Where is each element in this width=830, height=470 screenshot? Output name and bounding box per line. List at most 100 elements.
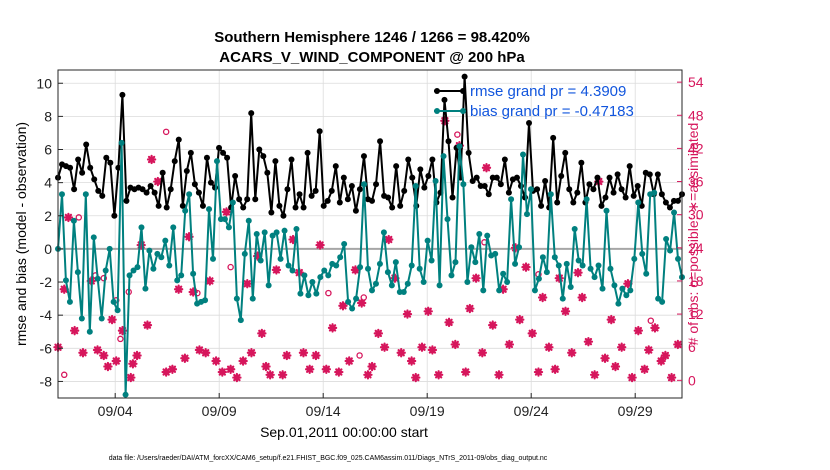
bias-point xyxy=(496,287,503,294)
obs-possible-marker xyxy=(162,128,170,136)
rmse-point xyxy=(336,199,343,206)
bias-point xyxy=(412,182,419,189)
rmse-point xyxy=(501,156,508,163)
rmse-point xyxy=(119,91,126,98)
rmse-point xyxy=(236,196,243,203)
y-right-tick-label: 0 xyxy=(688,372,696,388)
obs-assimilated-marker xyxy=(356,298,367,308)
obs-assimilated-marker xyxy=(132,350,142,361)
rmse-point xyxy=(348,182,355,189)
obs-assimilated-marker xyxy=(660,350,671,361)
obs-assimilated-marker xyxy=(334,367,344,377)
obs-assimilated-marker xyxy=(117,325,128,336)
obs-assimilated-marker xyxy=(78,348,88,358)
rmse-point xyxy=(67,164,74,171)
bias-point xyxy=(106,245,113,252)
bias-point xyxy=(464,279,471,286)
bias-point xyxy=(162,237,169,244)
bias-point xyxy=(134,264,141,271)
rmse-point xyxy=(505,189,512,196)
rmse-point xyxy=(155,202,162,209)
bias-point xyxy=(599,285,606,292)
bias-point xyxy=(257,257,264,264)
obs-assimilated-marker xyxy=(666,372,677,383)
rmse-point xyxy=(195,189,202,196)
bias-point xyxy=(253,231,260,237)
bias-point xyxy=(130,267,137,274)
x-axis-label: Sep.01,2011 00:00:00 start xyxy=(260,424,428,440)
bias-point xyxy=(297,290,304,297)
rmse-point xyxy=(320,202,327,209)
rmse-point xyxy=(296,191,303,198)
y-right-tick-label: 24 xyxy=(688,240,704,256)
obs-assimilated-marker xyxy=(477,348,488,358)
rmse-point xyxy=(256,146,263,153)
x-tick-label: 09/14 xyxy=(306,403,341,419)
bias-point xyxy=(539,254,546,261)
obs-assimilated-marker xyxy=(257,328,267,339)
obs-possible-marker xyxy=(60,371,68,379)
rmse-point xyxy=(244,196,251,203)
rmse-point xyxy=(634,182,641,189)
bias-point xyxy=(190,270,197,277)
obs-assimilated-marker xyxy=(142,320,153,330)
series-lines xyxy=(55,73,685,398)
obs-assimilated-marker xyxy=(411,372,421,383)
bias-point xyxy=(627,287,634,294)
rmse-point xyxy=(590,186,597,193)
rmse-point xyxy=(324,197,331,204)
bias-point xyxy=(154,250,161,257)
obs-assimilated-marker xyxy=(567,348,577,358)
obs-assimilated-marker xyxy=(440,116,450,126)
plot-area xyxy=(58,70,682,398)
y-tick-label: -8 xyxy=(40,373,53,389)
obs-assimilated-marker xyxy=(644,345,654,355)
rmse-point xyxy=(272,158,279,165)
legend-label-rmse: rmse grand pr = 4.3909 xyxy=(470,83,626,100)
bias-point xyxy=(202,297,209,304)
rmse-point xyxy=(288,156,295,163)
rmse-point xyxy=(87,164,94,171)
bias-point xyxy=(623,292,630,299)
bias-point xyxy=(309,279,316,286)
bias-point xyxy=(579,262,586,269)
rmse-point xyxy=(220,149,227,156)
obs-assimilated-marker xyxy=(59,284,69,294)
bias-point xyxy=(484,232,491,239)
rmse-point xyxy=(373,181,380,188)
rmse-point xyxy=(79,169,86,176)
rmse-point xyxy=(352,207,359,214)
obs-assimilated-marker xyxy=(211,356,221,366)
bias-point xyxy=(333,262,340,269)
obs-assimilated-marker xyxy=(111,356,121,366)
obs-assimilated-marker xyxy=(504,339,515,350)
obs-assimilated-marker xyxy=(573,267,583,278)
obs-assimilated-marker xyxy=(589,370,600,380)
rmse-point xyxy=(167,186,174,193)
legend-marker-rmse xyxy=(460,88,466,94)
bias-point xyxy=(249,295,256,302)
rmse-point xyxy=(264,169,271,176)
plot-frame xyxy=(57,69,683,399)
rmse-point xyxy=(662,199,669,206)
obs-assimilated-marker xyxy=(200,348,211,358)
bias-point xyxy=(372,280,379,287)
y-right-tick-label: 6 xyxy=(688,339,696,355)
y-axis-label-left: rmse and bias (model - observation) xyxy=(13,122,29,346)
legend-marker-bias xyxy=(434,108,440,114)
obs-assimilated-marker xyxy=(406,356,417,366)
bias-point xyxy=(416,265,423,272)
rmse-point xyxy=(570,199,577,206)
rmse-point xyxy=(203,154,210,161)
bias-point xyxy=(527,186,534,193)
obs-possible-marker xyxy=(454,131,461,138)
bias-point xyxy=(368,287,375,294)
obs-assimilated-marker xyxy=(225,364,236,374)
obs-assimilated-marker xyxy=(560,306,571,317)
rmse-point xyxy=(526,120,533,127)
rmse-point xyxy=(143,189,150,196)
obs-assimilated-marker xyxy=(180,353,190,363)
bias-point xyxy=(58,191,65,198)
rmse-point xyxy=(534,186,541,193)
